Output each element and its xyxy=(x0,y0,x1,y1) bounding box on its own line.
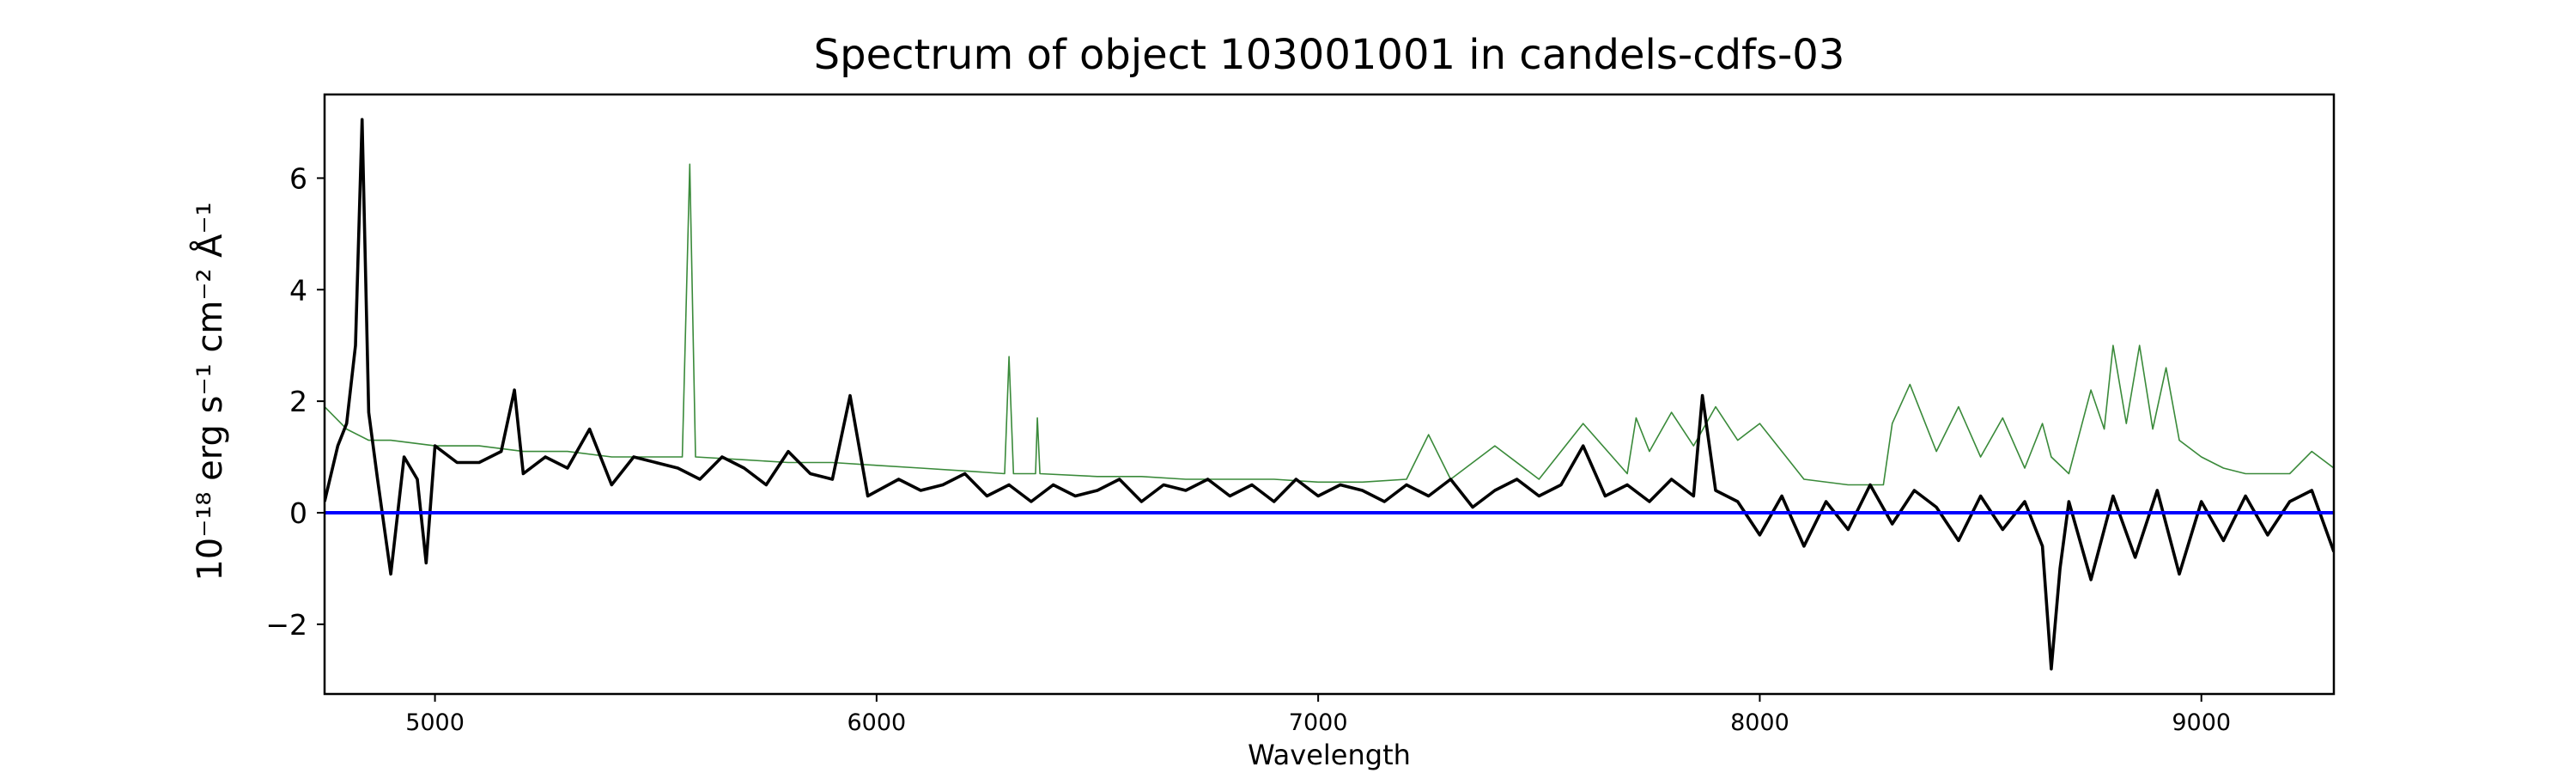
y-axis: −2 0 2 4 6 xyxy=(265,161,325,642)
y-axis-label: 10⁻¹⁸ erg s⁻¹ cm⁻² Å⁻¹ xyxy=(189,202,230,581)
x-tick-label: 7000 xyxy=(1289,709,1348,736)
x-tick-label: 5000 xyxy=(405,709,465,736)
series-line-model xyxy=(325,163,2334,486)
y-tick-label: 6 xyxy=(289,161,307,195)
plot-frame xyxy=(323,93,2336,696)
x-tick-label: 9000 xyxy=(2172,709,2231,736)
y-tick-label: −2 xyxy=(265,608,307,642)
x-axis: 5000 6000 7000 8000 9000 xyxy=(405,694,2231,736)
y-tick-label: 0 xyxy=(289,496,307,530)
series-line-flux xyxy=(325,118,2334,671)
x-tick-label: 6000 xyxy=(847,709,906,736)
chart-title: Spectrum of object 103001001 in candels-… xyxy=(814,31,1845,79)
plot-area xyxy=(325,118,2334,671)
y-tick-label: 2 xyxy=(289,385,307,418)
x-tick-label: 8000 xyxy=(1730,709,1789,736)
x-axis-label: Wavelength xyxy=(1248,739,1411,771)
y-tick-label: 4 xyxy=(289,273,307,307)
